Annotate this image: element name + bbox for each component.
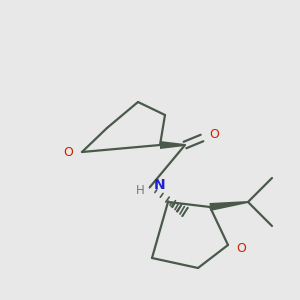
Text: O: O: [209, 128, 219, 140]
Text: H: H: [136, 184, 144, 196]
Polygon shape: [160, 141, 185, 149]
Polygon shape: [209, 201, 248, 211]
Text: O: O: [63, 146, 73, 158]
Text: N: N: [154, 178, 166, 192]
Text: O: O: [236, 242, 246, 256]
